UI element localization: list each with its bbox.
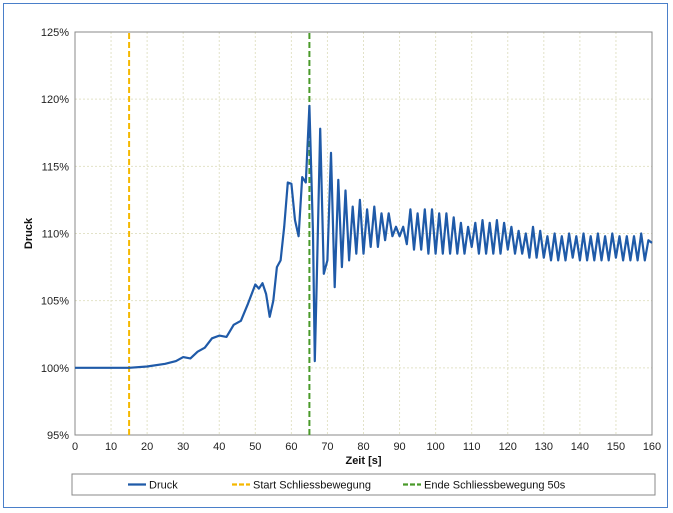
y-tick-label: 95% xyxy=(47,430,69,442)
x-tick-label: 60 xyxy=(285,441,297,453)
series-layer xyxy=(75,32,653,435)
x-tick-label: 10 xyxy=(105,441,117,453)
x-tick-label: 20 xyxy=(141,441,153,453)
x-tick-label: 160 xyxy=(643,441,661,453)
legend-label: Druck xyxy=(149,480,178,492)
x-axis-title: Zeit [s] xyxy=(345,455,381,467)
legend-label: Start Schliessbewegung xyxy=(253,480,371,492)
grid-lines xyxy=(74,31,653,436)
legend-label: Ende Schliessbewegung 50s xyxy=(424,480,566,492)
y-tick-label: 110% xyxy=(42,229,70,241)
y-tick-label: 125% xyxy=(41,27,69,39)
x-tick-label: 30 xyxy=(177,441,189,453)
x-tick-labels: 0 10 20 30 40 50 60 70 80 90 100 110 120 130 140 150 160 xyxy=(72,441,661,453)
y-tick-labels: 95% 100% 105% 110% 115% 120% 125% xyxy=(41,27,69,442)
x-tick-label: 110 xyxy=(463,441,481,453)
x-tick-label: 40 xyxy=(213,441,225,453)
x-tick-label: 140 xyxy=(571,441,589,453)
x-tick-label: 150 xyxy=(607,441,625,453)
y-tick-label: 120% xyxy=(41,94,69,106)
x-tick-label: 130 xyxy=(535,441,553,453)
series-line-0 xyxy=(75,104,653,369)
legend: Druck Start Schliessbewegung Ende Schliess… xyxy=(71,473,656,496)
plot-area-border xyxy=(74,31,653,436)
y-tick-label: 115% xyxy=(42,161,70,173)
y-axis-title: Druck xyxy=(23,217,35,249)
y-tick-label: 105% xyxy=(41,296,69,308)
y-tick-label: 100% xyxy=(41,363,69,375)
x-tick-label: 90 xyxy=(393,441,405,453)
x-tick-label: 0 xyxy=(72,441,78,453)
x-tick-label: 50 xyxy=(249,441,261,453)
legend-box xyxy=(71,473,656,496)
x-tick-label: 100 xyxy=(426,441,444,453)
x-tick-label: 80 xyxy=(357,441,369,453)
x-tick-label: 70 xyxy=(321,441,333,453)
x-tick-label: 120 xyxy=(499,441,517,453)
